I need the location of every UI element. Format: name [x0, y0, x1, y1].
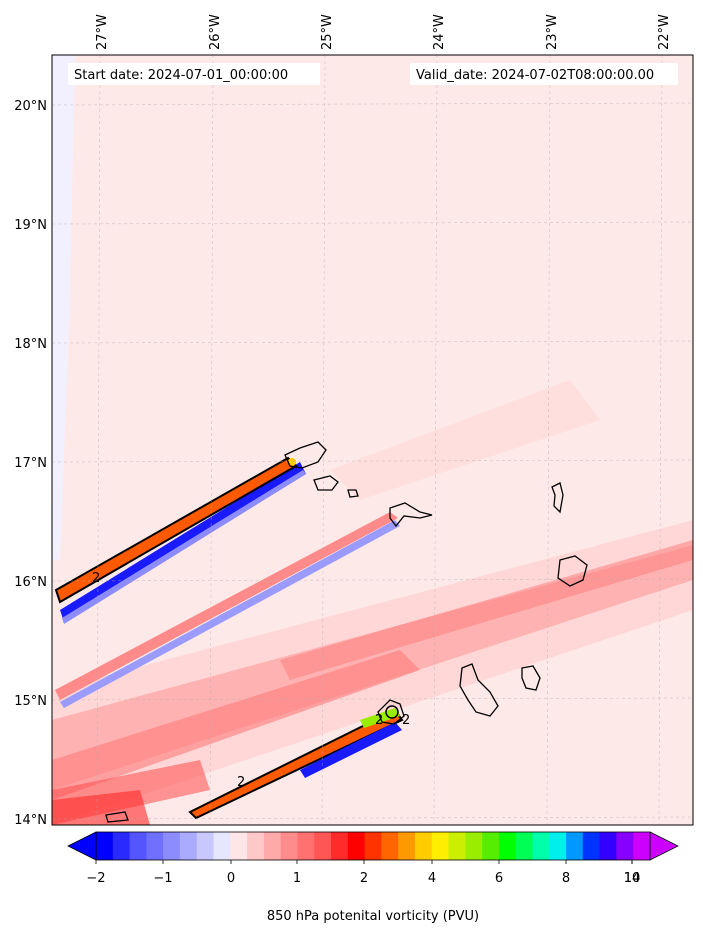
colorbar-extend-low: [67, 831, 97, 861]
colorbar-cell: [247, 832, 265, 860]
colorbar-cell: [582, 832, 601, 860]
colorbar-extend-high: [649, 831, 679, 861]
colorbar-cell: [381, 832, 399, 860]
colorbar-tick-label: 10: [624, 871, 641, 886]
colorbar-cell: [112, 832, 131, 860]
colorbar-cell: [280, 832, 298, 860]
colorbar-cell: [146, 832, 164, 860]
colorbar-cell: [465, 832, 483, 860]
colorbar-cell: [179, 832, 198, 860]
lon-label: 23°W: [545, 14, 560, 50]
lat-label: 14°N: [14, 813, 47, 828]
contour-label: 2: [237, 775, 245, 790]
colorbar-cell: [599, 832, 617, 860]
lon-label: 24°W: [432, 14, 447, 50]
colorbar-cell: [196, 832, 215, 860]
colorbar-cell: [515, 832, 533, 860]
lon-label: 27°W: [95, 14, 110, 50]
colorbar-cell: [297, 832, 315, 860]
colorbar-tick-label: 0: [227, 871, 235, 886]
lon-label: 22°W: [657, 14, 672, 50]
colorbar-cell: [347, 832, 366, 860]
colorbar-frame: [95, 831, 651, 861]
colorbar-cell: [448, 832, 466, 860]
latitude-labels: 20°N 19°N 18°N 17°N 16°N 15°N 14°N: [14, 99, 47, 828]
start-date-box: [68, 63, 320, 85]
colorbar-tick-label: 8: [562, 871, 570, 886]
colorbar-cell: [263, 832, 282, 860]
colorbar-cell: [566, 832, 584, 860]
colorbar-cell: [414, 832, 433, 860]
lat-label: 17°N: [14, 456, 47, 471]
coastlines: [105, 441, 588, 823]
colorbar-cell: [129, 832, 147, 860]
colorbar-cell: [230, 832, 248, 860]
colorbar-cell: [163, 832, 181, 860]
contour-label: 2: [92, 571, 100, 586]
colorbar-cell: [96, 832, 114, 860]
contour-label: 2: [375, 713, 383, 728]
colorbar-cell: [331, 832, 349, 860]
colorbar-tick-label: 14: [624, 871, 641, 886]
valid-date-box: [410, 63, 678, 85]
lat-label: 19°N: [14, 218, 47, 233]
lat-label: 20°N: [14, 99, 47, 114]
colorbar-cell: [213, 832, 231, 860]
colorbar-cell: [482, 832, 500, 860]
colorbar-tick-label: 2: [360, 871, 368, 886]
start-date-label: Start date: 2024-07-01_00:00:00: [74, 68, 288, 83]
colorbar-cell: [314, 832, 332, 860]
colorbar-tick-label: −2: [86, 871, 105, 886]
contour-label: 2: [402, 713, 410, 728]
gridlines: [51, 54, 694, 826]
lat-label: 15°N: [14, 694, 47, 709]
colorbar-cell: [616, 832, 634, 860]
colorbar-cell: [431, 832, 450, 860]
contour-labels: 2 2 2 2: [92, 571, 410, 790]
colorbar-cell: [398, 832, 416, 860]
lon-label: 26°W: [208, 14, 223, 50]
colorbar-cell: [498, 832, 517, 860]
colorbar-cell: [549, 832, 567, 860]
colorbar-tick-label: −1: [153, 871, 172, 886]
valid-date-label: Valid_date: 2024-07-02T08:00:00.00: [416, 68, 654, 83]
colorbar-tick-label: 6: [495, 871, 503, 886]
lat-label: 16°N: [14, 575, 47, 590]
longitude-labels: 27°W 26°W 25°W 24°W 23°W 22°W: [95, 14, 672, 50]
colorbar-cell: [532, 832, 550, 860]
colorbar-label: 850 hPa potenital vorticity (PVU): [267, 909, 479, 924]
map-frame: [51, 54, 694, 826]
colorbar-tick-label: 1: [293, 871, 301, 886]
lon-label: 25°W: [320, 14, 335, 50]
colorbar-cell: [633, 832, 651, 860]
colorbar-cell: [364, 832, 382, 860]
colorbar-tick-label: 4: [428, 871, 436, 886]
lat-label: 18°N: [14, 337, 47, 352]
